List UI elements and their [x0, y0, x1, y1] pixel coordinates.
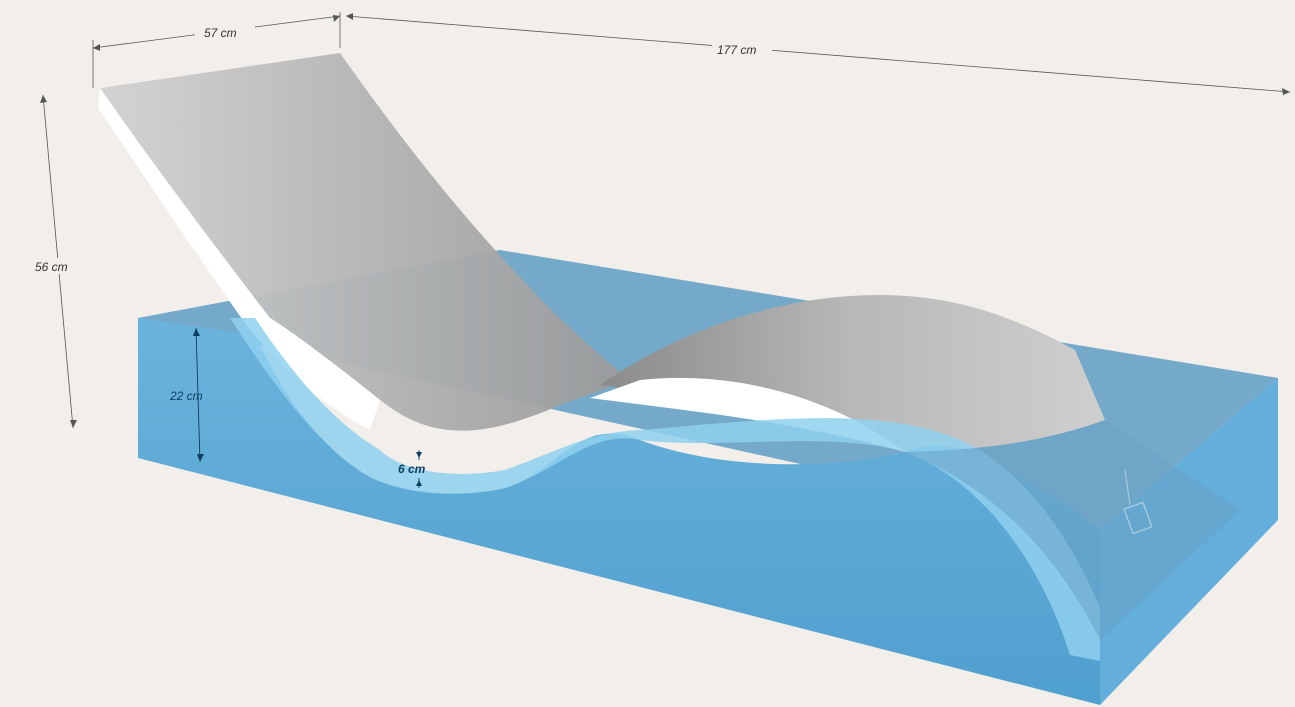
brand-logo-mark	[1123, 469, 1153, 535]
dimension-length: 177 cm	[345, 13, 1291, 95]
pool-front-face	[138, 318, 1100, 705]
lounger-backrest	[100, 53, 630, 431]
dimension-base-height-label: 22 cm	[169, 389, 203, 403]
dimension-length-label: 177 cm	[717, 43, 756, 57]
dimension-thickness-label: 6 cm	[398, 462, 426, 476]
dimension-width-label: 57 cm	[204, 26, 237, 40]
dimension-width: 57 cm	[92, 12, 341, 88]
dimension-height-label: 56 cm	[35, 260, 68, 274]
lounger-backrest-edge	[98, 88, 380, 430]
hump-water-overlay	[905, 420, 1240, 640]
dimension-height: 56 cm	[30, 94, 82, 429]
dimension-thickness: 6 cm	[398, 450, 426, 488]
lounger-hump	[600, 295, 1105, 452]
dimension-base-height: 22 cm	[169, 327, 204, 463]
lounger-hump-edge	[590, 377, 905, 452]
